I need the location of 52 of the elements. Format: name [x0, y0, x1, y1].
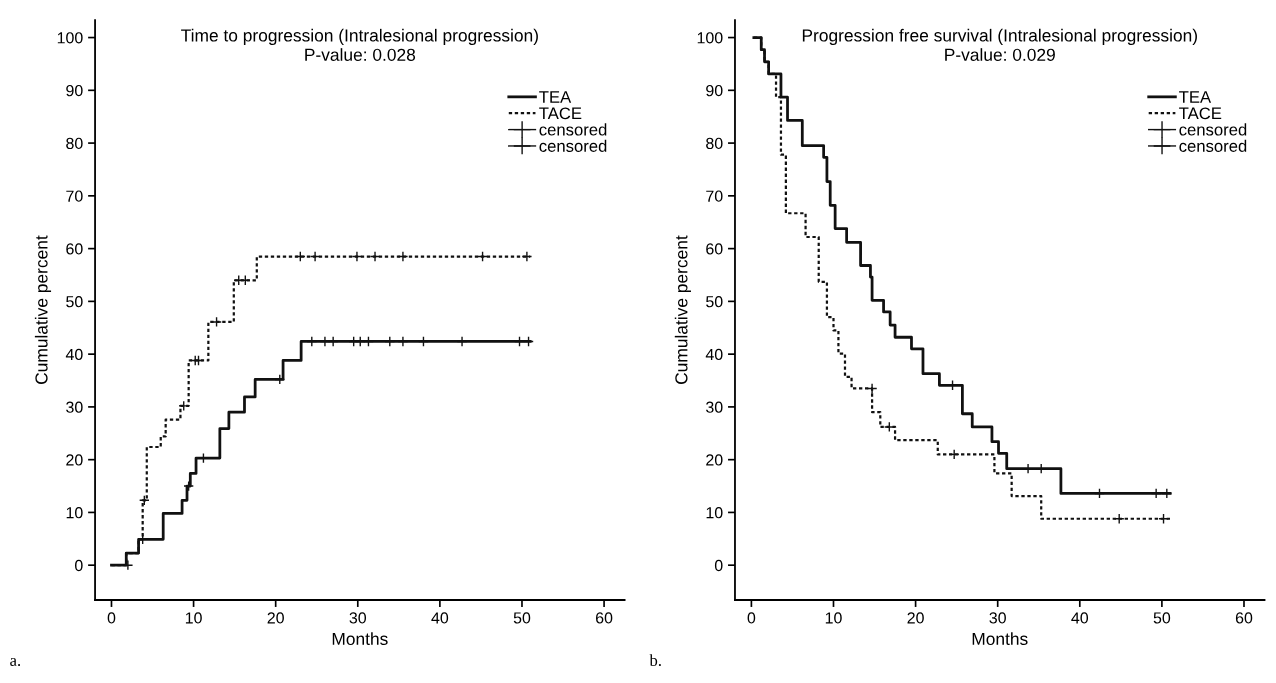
- y-tick-label: 70: [706, 190, 723, 202]
- legend-label: censored: [1179, 123, 1247, 136]
- y-tick-label: 60: [706, 243, 723, 255]
- y-axis-title: Cumulative percent: [674, 235, 691, 384]
- text: a.: [10, 657, 21, 667]
- y-tick-label: 40: [705, 348, 723, 361]
- y-tick-label: 80: [66, 137, 83, 150]
- y-tick-label: 30: [706, 401, 723, 413]
- x-tick-label: 40: [431, 612, 449, 624]
- y-tick-label: 10: [706, 507, 723, 519]
- y-tick-label: 90: [66, 84, 83, 97]
- x-tick-label: 30: [349, 612, 367, 624]
- x-tick-label: 60: [1235, 612, 1253, 624]
- y-tick-label: 40: [65, 348, 83, 361]
- y-tick-label: 20: [66, 454, 83, 466]
- legend-label: censored: [1179, 139, 1247, 152]
- y-tick-label: 70: [66, 190, 83, 202]
- x-tick-label: 10: [185, 612, 202, 624]
- x-tick-label: 60: [596, 612, 613, 624]
- text: b.: [649, 654, 661, 667]
- x-tick-label: 30: [989, 612, 1006, 624]
- x-axis-title: Months: [972, 632, 1028, 646]
- x-tick-label: 20: [907, 612, 924, 624]
- x-tick-label: 10: [825, 612, 842, 624]
- y-tick-label: 0: [714, 559, 723, 572]
- legend-label: TACE: [1179, 107, 1222, 120]
- x-tick-label: 50: [1153, 612, 1171, 624]
- y-tick-label: 50: [706, 296, 723, 308]
- y-tick-label: 60: [66, 243, 83, 255]
- x-tick-label: 0: [747, 612, 756, 624]
- legend-label: TEA: [539, 91, 572, 103]
- x-tick-label: 0: [107, 612, 116, 624]
- y-tick-label: 0: [75, 559, 83, 572]
- y-tick-label: 100: [697, 32, 723, 44]
- legend-label: censored: [539, 123, 607, 136]
- x-tick-label: 40: [1071, 612, 1089, 624]
- x-tick-label: 50: [513, 612, 531, 624]
- text: Time to progression (Intralesional progression) P-value: 0.028: [181, 28, 538, 61]
- y-tick-label: 80: [706, 137, 723, 150]
- x-axis-title: Months: [332, 632, 388, 646]
- legend-label: TEA: [1179, 91, 1212, 103]
- text: Progression free survival (Intralesional progression) P-value: 0.029: [802, 28, 1197, 61]
- y-tick-label: 90: [706, 84, 723, 97]
- y-axis-title: Cumulative percent: [34, 235, 52, 384]
- legend-label: censored: [539, 139, 607, 152]
- x-tick-label: 20: [267, 612, 284, 624]
- y-tick-label: 20: [706, 454, 723, 466]
- legend-label: TACE: [539, 107, 582, 120]
- y-tick-label: 100: [57, 32, 83, 44]
- y-tick-label: 30: [66, 401, 83, 413]
- y-tick-label: 10: [66, 507, 83, 519]
- y-tick-label: 50: [66, 296, 83, 308]
